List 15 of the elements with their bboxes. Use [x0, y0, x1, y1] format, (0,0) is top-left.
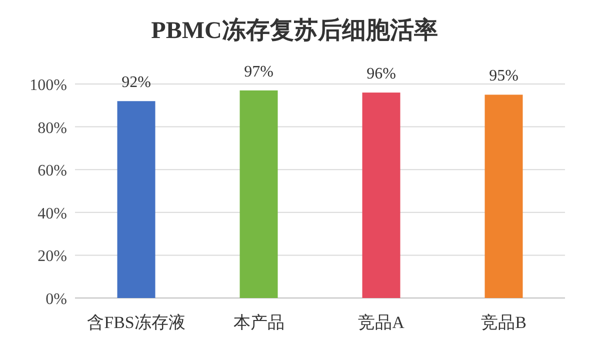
y-tick-label: 100%: [30, 77, 67, 94]
x-tick-label: 竞品A: [358, 313, 406, 332]
y-tick-label: 80%: [38, 120, 67, 137]
y-tick-label: 40%: [38, 205, 67, 222]
x-tick-label: 竞品B: [481, 313, 526, 332]
x-tick-label: 本产品: [233, 313, 284, 332]
y-tick-label: 0%: [46, 291, 67, 308]
y-tick-label: 60%: [38, 162, 67, 180]
chart-title: PBMC冻存复苏后细胞活率: [151, 17, 438, 44]
data-label: 95%: [489, 68, 518, 85]
data-label: 96%: [366, 66, 396, 83]
y-tick-label: 20%: [38, 248, 67, 266]
data-label: 92%: [122, 74, 151, 92]
data-label: 97%: [244, 63, 274, 80]
x-tick-label: 含FBS冻存液: [87, 313, 186, 332]
